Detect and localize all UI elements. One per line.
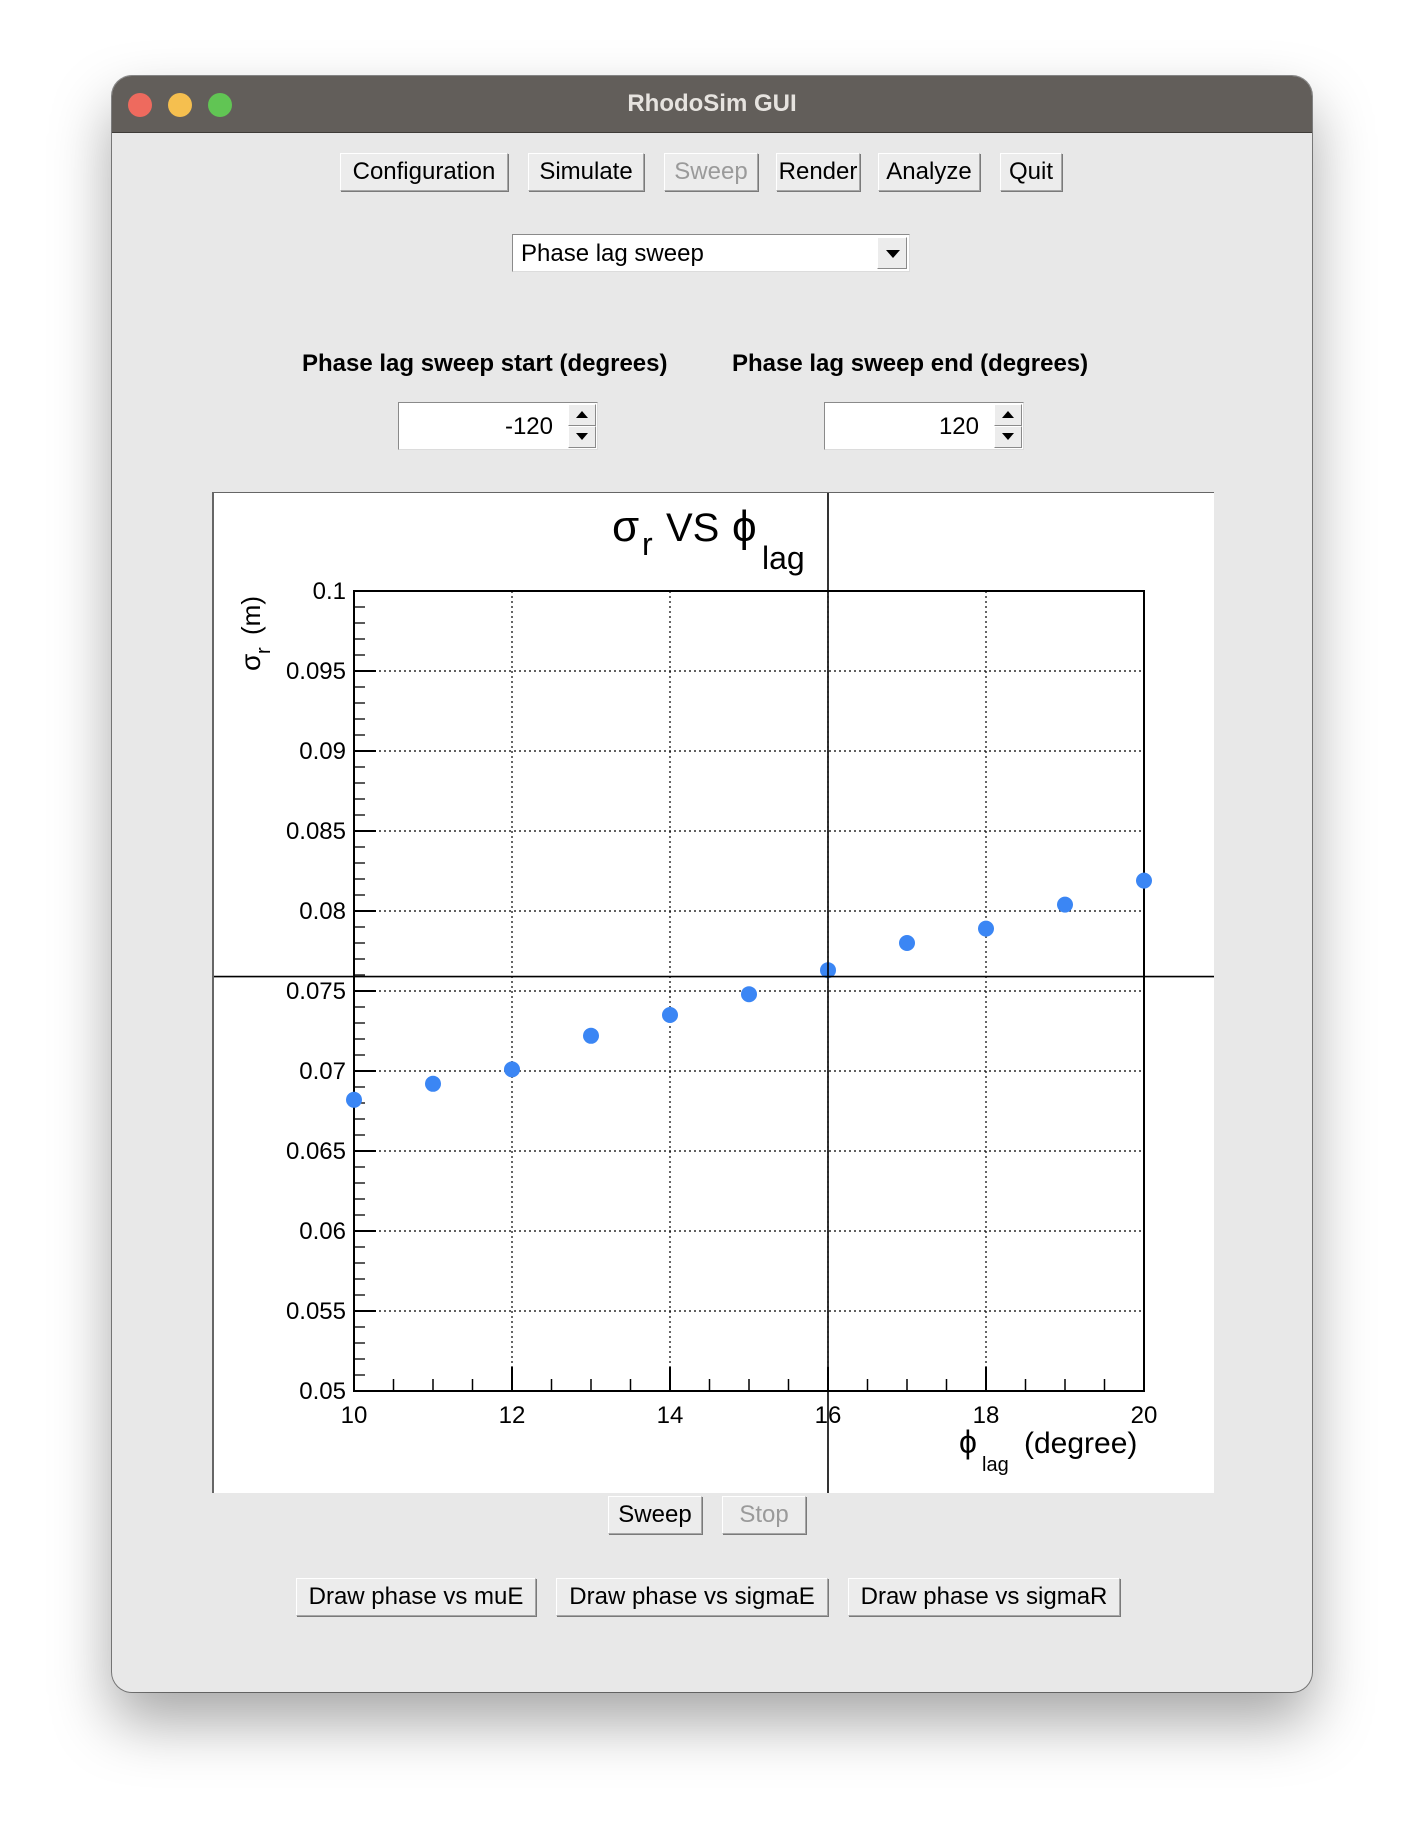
data-point xyxy=(504,1061,520,1078)
y-tick-label: 0.075 xyxy=(286,978,346,1005)
scatter-plot: 10 12 14 16 18 200.050.0550.060.0650.070.0750… xyxy=(214,493,1214,1493)
chevron-down-icon[interactable] xyxy=(877,237,907,269)
data-point xyxy=(662,1007,678,1023)
window-title: RhodoSim GUI xyxy=(627,90,797,117)
x-tick-label: 12 xyxy=(499,1402,526,1429)
data-point xyxy=(583,1027,599,1044)
sweep-start-decrement-button[interactable] xyxy=(568,426,596,448)
minimize-window-button[interactable] xyxy=(168,93,192,117)
data-points xyxy=(346,872,1152,1108)
y-axis-label-sub: r xyxy=(253,647,275,654)
x-tick-label: 20 xyxy=(1131,1402,1158,1429)
data-point xyxy=(346,1091,362,1108)
stop-button[interactable]: Stop xyxy=(722,1496,806,1534)
x-axis-label-sub: lag xyxy=(982,1454,1009,1476)
zoom-window-button[interactable] xyxy=(208,93,232,117)
y-tick-label: 0.06 xyxy=(299,1218,346,1245)
simulate-button[interactable]: Simulate xyxy=(528,153,644,191)
data-point xyxy=(741,986,757,1003)
y-axis-label-sigma: σ xyxy=(235,654,266,671)
x-tick-label: 14 xyxy=(657,1402,684,1429)
data-point xyxy=(899,935,915,951)
x-axis-label-phi: ϕ xyxy=(959,1424,977,1460)
app-window: RhodoSim GUI Configuration Simulate Swee… xyxy=(112,76,1312,1692)
quit-button[interactable]: Quit xyxy=(1000,153,1062,191)
title-bar: RhodoSim GUI xyxy=(112,76,1312,133)
y-tick-label: 0.095 xyxy=(286,658,346,685)
tick-labels: 10 12 14 16 18 200.050.0550.060.0650.070.0750… xyxy=(286,578,1157,1429)
chart-title-phi: ϕ xyxy=(732,502,757,551)
sweep-type-value: Phase lag sweep xyxy=(521,240,704,267)
crosshair xyxy=(214,493,1214,1493)
x-tick-label: 18 xyxy=(973,1402,1000,1429)
draw-phase-vs-sigmae-button[interactable]: Draw phase vs sigmaE xyxy=(556,1578,828,1616)
sweep-tab-button[interactable]: Sweep xyxy=(664,153,758,191)
plot-canvas[interactable]: 10 12 14 16 18 20 0.05 0.055 0.06 0.065 0.07 0.075 0… xyxy=(212,492,1214,1493)
y-axis-label-unit: (m) xyxy=(236,596,266,635)
sweep-type-select[interactable]: Phase lag sweep xyxy=(512,234,910,272)
draw-phase-vs-sigmar-button[interactable]: Draw phase vs sigmaR xyxy=(848,1578,1120,1616)
data-point xyxy=(1057,896,1073,913)
data-point xyxy=(425,1075,441,1092)
analyze-button[interactable]: Analyze xyxy=(878,153,980,191)
sweep-start-value: -120 xyxy=(504,413,553,440)
sweep-end-input[interactable]: 120 xyxy=(824,402,1024,450)
sweep-end-value: 120 xyxy=(938,413,979,440)
y-tick-label: 0.05 xyxy=(299,1378,346,1405)
sweep-end-label: Phase lag sweep end (degrees) xyxy=(732,350,1089,377)
sweep-button[interactable]: Sweep xyxy=(608,1496,702,1534)
render-button[interactable]: Render xyxy=(776,153,860,191)
data-point xyxy=(978,920,994,937)
sweep-start-increment-button[interactable] xyxy=(568,404,596,426)
data-point xyxy=(1136,872,1152,889)
y-tick-label: 0.055 xyxy=(286,1298,346,1325)
y-tick-label: 0.08 xyxy=(299,898,346,925)
x-axis-label-unit: (degree) xyxy=(1024,1427,1137,1460)
sweep-start-label: Phase lag sweep start (degrees) xyxy=(302,350,668,377)
y-tick-label: 0.1 xyxy=(313,578,346,605)
sweep-end-increment-button[interactable] xyxy=(994,404,1022,426)
y-tick-label: 0.07 xyxy=(299,1058,346,1085)
chart-title-phi-sub: lag xyxy=(762,540,805,576)
draw-phase-vs-mue-button[interactable]: Draw phase vs muE xyxy=(296,1578,536,1616)
y-tick-label: 0.065 xyxy=(286,1138,346,1165)
x-tick-label: 10 xyxy=(341,1402,368,1429)
configuration-button[interactable]: Configuration xyxy=(340,153,508,191)
chart-title-sigma-sub: r xyxy=(642,526,653,562)
sweep-end-decrement-button[interactable] xyxy=(994,426,1022,448)
chart-title-vs: VS xyxy=(666,506,719,550)
sweep-start-input[interactable]: -120 xyxy=(398,402,598,450)
y-tick-label: 0.09 xyxy=(299,738,346,765)
y-tick-label: 0.085 xyxy=(286,818,346,845)
y-axis-label: σ r (m) xyxy=(235,596,275,671)
close-window-button[interactable] xyxy=(128,93,152,117)
chart-title-sigma: σ xyxy=(612,502,639,551)
